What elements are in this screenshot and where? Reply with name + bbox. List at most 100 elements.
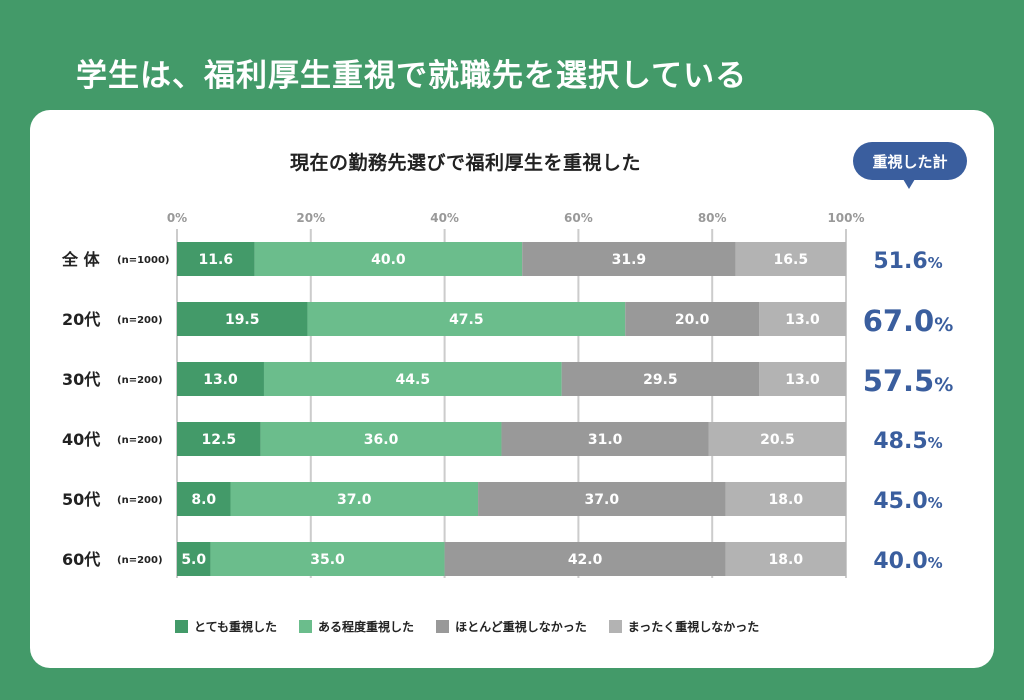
- bar-segment: [478, 482, 726, 516]
- x-tick-label: 60%: [564, 211, 593, 225]
- bar-segment: [260, 422, 502, 456]
- bar-segment-label: 11.6: [199, 252, 234, 268]
- bar-segment: [177, 422, 261, 456]
- category-label: 60代: [62, 550, 100, 569]
- bar-segment: [735, 242, 846, 276]
- bar-segment: [254, 242, 523, 276]
- bar-segment: [177, 362, 264, 396]
- bar-segment: [263, 362, 562, 396]
- total-number: 48.5: [873, 429, 927, 454]
- bar-segment: [725, 482, 846, 516]
- bar-segment: [177, 242, 255, 276]
- total-value: 51.6%: [873, 249, 942, 274]
- category-n-label: (n=200): [117, 555, 163, 566]
- bar-segment: [759, 302, 846, 336]
- bar-segment: [708, 422, 846, 456]
- x-tick-label: 40%: [430, 211, 459, 225]
- category-label: 40代: [62, 430, 100, 449]
- bar-segment: [561, 362, 760, 396]
- bar-segment: [725, 542, 846, 576]
- bar-segment-label: 44.5: [396, 372, 431, 388]
- bar-segment-label: 8.0: [191, 492, 216, 508]
- total-unit: %: [934, 314, 953, 336]
- total-number: 40.0: [873, 549, 927, 574]
- bar-segment: [177, 482, 231, 516]
- bar-segment: [625, 302, 760, 336]
- bar-segment: [759, 362, 846, 396]
- x-tick-label: 100%: [827, 211, 864, 225]
- total-unit: %: [928, 434, 943, 452]
- bar-segment: [501, 422, 709, 456]
- bar-segment-label: 47.5: [449, 312, 484, 328]
- bar-segment-label: 37.0: [585, 492, 620, 508]
- bar-segment-label: 16.5: [774, 252, 809, 268]
- category-label: 全 体: [61, 250, 101, 269]
- bar-segment-label: 5.0: [181, 552, 206, 568]
- legend-swatch: [608, 620, 622, 633]
- bar-segment: [177, 302, 308, 336]
- category-n-label: (n=200): [117, 495, 163, 506]
- bar-segment: [230, 482, 479, 516]
- bar-segment-label: 42.0: [568, 552, 603, 568]
- bar-segment: [444, 542, 726, 576]
- legend-item: まったく重視しなかった: [608, 618, 760, 635]
- total-unit: %: [934, 374, 953, 396]
- total-value: 67.0%: [863, 304, 954, 338]
- total-value: 48.5%: [873, 429, 942, 454]
- total-value: 45.0%: [873, 489, 942, 514]
- bar-segment-label: 19.5: [225, 312, 260, 328]
- bar-segment: [177, 542, 211, 576]
- bar-segment-label: 37.0: [337, 492, 372, 508]
- category-n-label: (n=200): [117, 435, 163, 446]
- total-unit: %: [928, 554, 943, 572]
- category-n-label: (n=200): [117, 315, 163, 326]
- bar-segment-label: 20.5: [760, 432, 795, 448]
- bar-segment-label: 18.0: [769, 492, 804, 508]
- total-number: 67.0: [863, 304, 935, 338]
- bar-segment-label: 31.9: [612, 252, 647, 268]
- bar-segment-label: 13.0: [785, 312, 820, 328]
- total-callout-label: 重視した計: [872, 152, 948, 171]
- bar-segment-label: 13.0: [203, 372, 238, 388]
- category-n-label: (n=1000): [117, 255, 169, 266]
- total-number: 51.6: [873, 249, 927, 274]
- bar-segment-label: 31.0: [588, 432, 623, 448]
- category-label: 50代: [62, 490, 100, 509]
- chart-title: 現在の勤務先選びで福利厚生を重視した: [290, 152, 642, 174]
- bar-segment: [210, 542, 445, 576]
- x-tick-label: 0%: [167, 211, 187, 225]
- total-value: 57.5%: [863, 364, 954, 398]
- total-unit: %: [928, 494, 943, 512]
- bar-segment-label: 36.0: [364, 432, 399, 448]
- legend-label: ほとんど重視しなかった: [455, 620, 587, 634]
- bar-segment-label: 40.0: [371, 252, 406, 268]
- bar-segment-label: 18.0: [769, 552, 804, 568]
- legend-item: とても重視した: [175, 618, 277, 635]
- legend-item: ほとんど重視しなかった: [436, 618, 587, 635]
- total-number: 45.0: [873, 489, 927, 514]
- category-n-label: (n=200): [117, 375, 163, 386]
- legend-label: まったく重視しなかった: [627, 620, 760, 634]
- total-callout: 重視した計: [853, 142, 967, 189]
- legend-swatch: [299, 620, 313, 633]
- category-label: 20代: [62, 310, 100, 329]
- legend-label: ある程度重視した: [318, 620, 415, 634]
- x-tick-label: 80%: [698, 211, 727, 225]
- x-tick-label: 20%: [296, 211, 325, 225]
- legend-item: ある程度重視した: [299, 618, 414, 635]
- legend-label: とても重視した: [194, 620, 278, 634]
- bar-segment-label: 35.0: [310, 552, 345, 568]
- total-number: 57.5: [863, 364, 935, 398]
- bar-segment: [522, 242, 736, 276]
- category-label: 30代: [62, 370, 100, 389]
- legend-swatch: [175, 620, 188, 633]
- legend: とても重視した ある程度重視した ほとんど重視しなかった まったく重視しなかった: [175, 618, 759, 635]
- bar-segment-label: 20.0: [675, 312, 710, 328]
- page-title: 学生は、福利厚生重視で就職先を選択している: [76, 58, 748, 94]
- total-unit: %: [928, 254, 943, 272]
- legend-swatch: [436, 620, 450, 633]
- bar-segment-label: 29.5: [643, 372, 678, 388]
- total-value: 40.0%: [873, 549, 942, 574]
- bar-segment-label: 13.0: [785, 372, 820, 388]
- bar-segment: [307, 302, 626, 336]
